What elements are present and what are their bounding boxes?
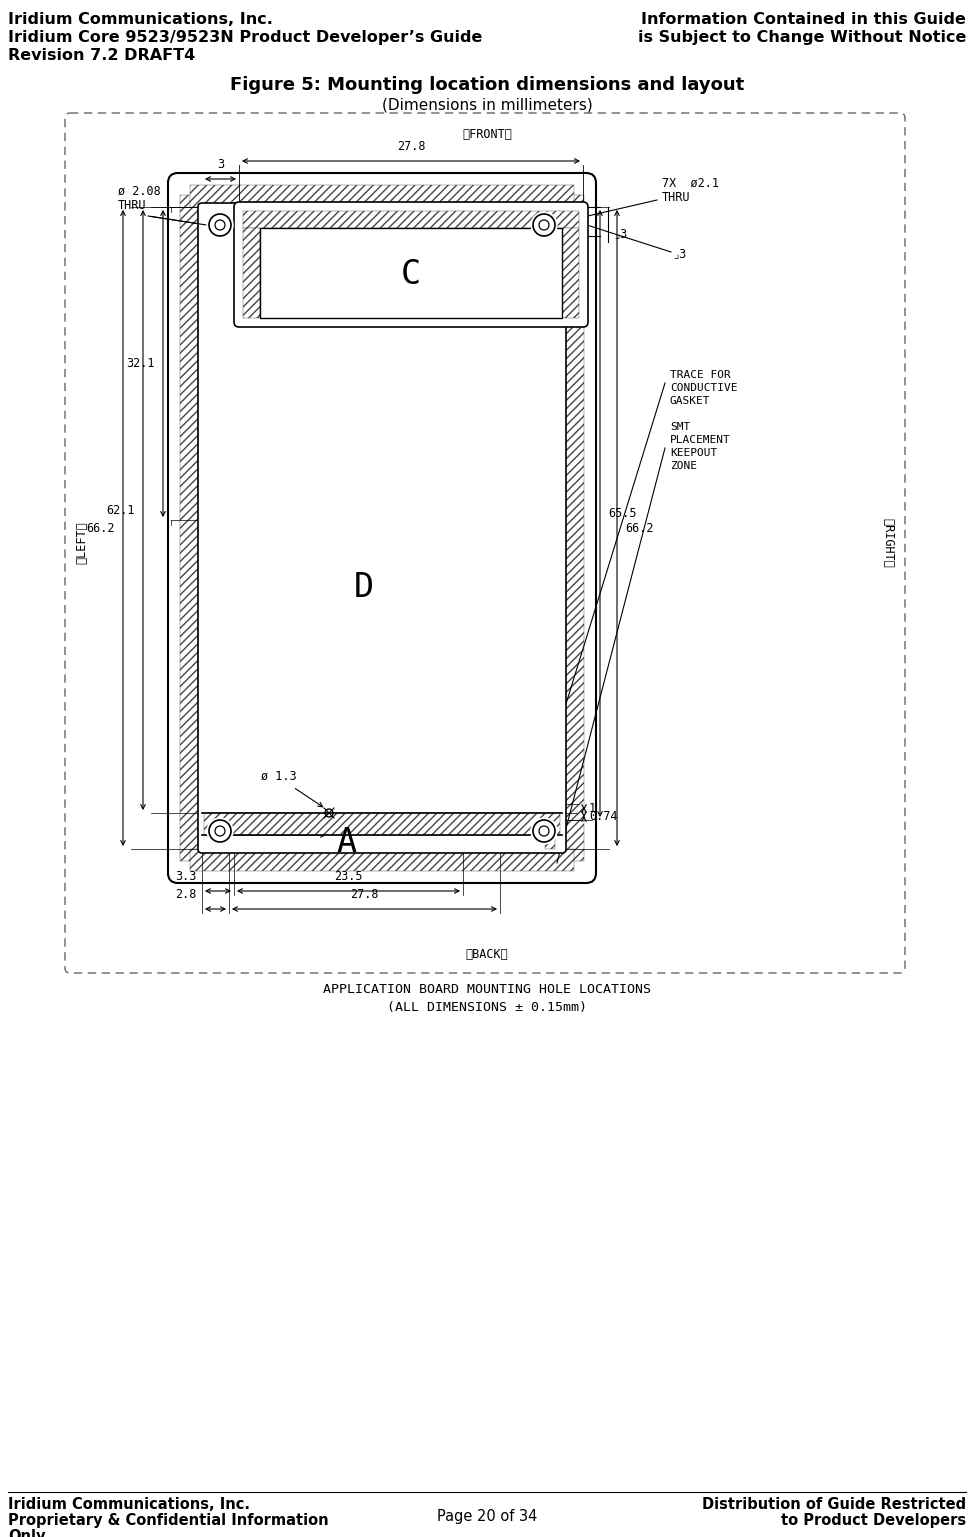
Circle shape	[207, 818, 233, 844]
Text: 62.1: 62.1	[106, 504, 135, 516]
Bar	[243, 211, 579, 227]
Text: Page 20 of 34: Page 20 of 34	[436, 1509, 538, 1525]
Text: Iridium Communications, Inc.: Iridium Communications, Inc.	[8, 1497, 250, 1512]
Bar	[239, 207, 583, 321]
Text: PLACEMENT: PLACEMENT	[670, 435, 730, 446]
FancyBboxPatch shape	[65, 114, 905, 973]
Text: 23.5: 23.5	[334, 870, 362, 882]
Circle shape	[207, 212, 233, 238]
Bar	[260, 227, 562, 318]
Text: Iridium Core 9523/9523N Product Developer’s Guide: Iridium Core 9523/9523N Product Develope…	[8, 31, 482, 45]
Text: TRACE FOR: TRACE FOR	[670, 370, 730, 380]
Text: to Product Developers: to Product Developers	[781, 1512, 966, 1528]
Text: GASKET: GASKET	[670, 397, 710, 406]
Text: 66.2: 66.2	[625, 521, 654, 535]
Text: 32.1: 32.1	[127, 357, 155, 370]
Text: A: A	[336, 825, 356, 859]
Bar	[204, 813, 560, 835]
Text: is Subject to Change Without Notice: is Subject to Change Without Notice	[638, 31, 966, 45]
Text: 〈FRONT〉: 〈FRONT〉	[462, 128, 512, 141]
Bar	[562, 195, 584, 861]
Text: 3.3: 3.3	[175, 870, 197, 882]
Text: Information Contained in this Guide: Information Contained in this Guide	[641, 12, 966, 28]
Text: C: C	[401, 258, 421, 292]
Text: Only: Only	[8, 1529, 46, 1537]
FancyBboxPatch shape	[168, 174, 596, 882]
Text: THRU: THRU	[118, 198, 146, 212]
Bar	[562, 227, 579, 318]
Bar	[545, 835, 555, 848]
Text: (ALL DIMENSIONS ± 0.15mm): (ALL DIMENSIONS ± 0.15mm)	[387, 1001, 587, 1014]
Bar	[243, 227, 260, 318]
Text: 3: 3	[217, 158, 224, 171]
Text: 〈RIGHT〉: 〈RIGHT〉	[881, 518, 894, 569]
Text: 7X  ø2.1: 7X ø2.1	[662, 177, 719, 191]
Text: ø 1.3: ø 1.3	[261, 770, 297, 782]
Text: THRU: THRU	[662, 191, 691, 204]
Circle shape	[531, 818, 557, 844]
Text: 66.2: 66.2	[87, 521, 115, 535]
Text: KEEPOUT: KEEPOUT	[670, 447, 717, 458]
Text: 27.8: 27.8	[351, 888, 379, 901]
FancyBboxPatch shape	[234, 201, 588, 327]
Text: Figure 5: Mounting location dimensions and layout: Figure 5: Mounting location dimensions a…	[230, 75, 744, 94]
Bar	[190, 184, 574, 207]
Bar	[190, 848, 574, 871]
Circle shape	[531, 212, 557, 238]
Text: Revision 7.2 DRAFT4: Revision 7.2 DRAFT4	[8, 48, 195, 63]
Text: Iridium Communications, Inc.: Iridium Communications, Inc.	[8, 12, 273, 28]
Text: 0.74: 0.74	[589, 810, 618, 822]
Text: ZONE: ZONE	[670, 461, 697, 470]
Bar	[180, 195, 202, 861]
Text: CONDUCTIVE: CONDUCTIVE	[670, 383, 737, 393]
Text: APPLICATION BOARD MOUNTING HOLE LOCATIONS: APPLICATION BOARD MOUNTING HOLE LOCATION…	[323, 984, 651, 996]
Text: D: D	[354, 572, 374, 604]
Text: 65.5: 65.5	[608, 507, 636, 520]
Text: ø 2.08: ø 2.08	[118, 184, 161, 198]
Text: 1: 1	[589, 802, 596, 815]
Text: 〈BACK〉: 〈BACK〉	[466, 948, 508, 961]
Text: Distribution of Guide Restricted: Distribution of Guide Restricted	[702, 1497, 966, 1512]
Text: Proprietary & Confidential Information: Proprietary & Confidential Information	[8, 1512, 328, 1528]
Text: ⌟3: ⌟3	[613, 227, 627, 240]
Text: 〈LEFT〉: 〈LEFT〉	[76, 521, 89, 564]
Text: ⌟3: ⌟3	[672, 247, 687, 260]
FancyBboxPatch shape	[198, 203, 566, 853]
Text: 2.8: 2.8	[175, 888, 197, 901]
Bar	[553, 835, 562, 848]
Text: (Dimensions in millimeters): (Dimensions in millimeters)	[382, 97, 592, 112]
Text: SMT: SMT	[670, 423, 691, 432]
Text: 27.8: 27.8	[396, 140, 426, 154]
Text: 13.1: 13.1	[251, 815, 280, 827]
